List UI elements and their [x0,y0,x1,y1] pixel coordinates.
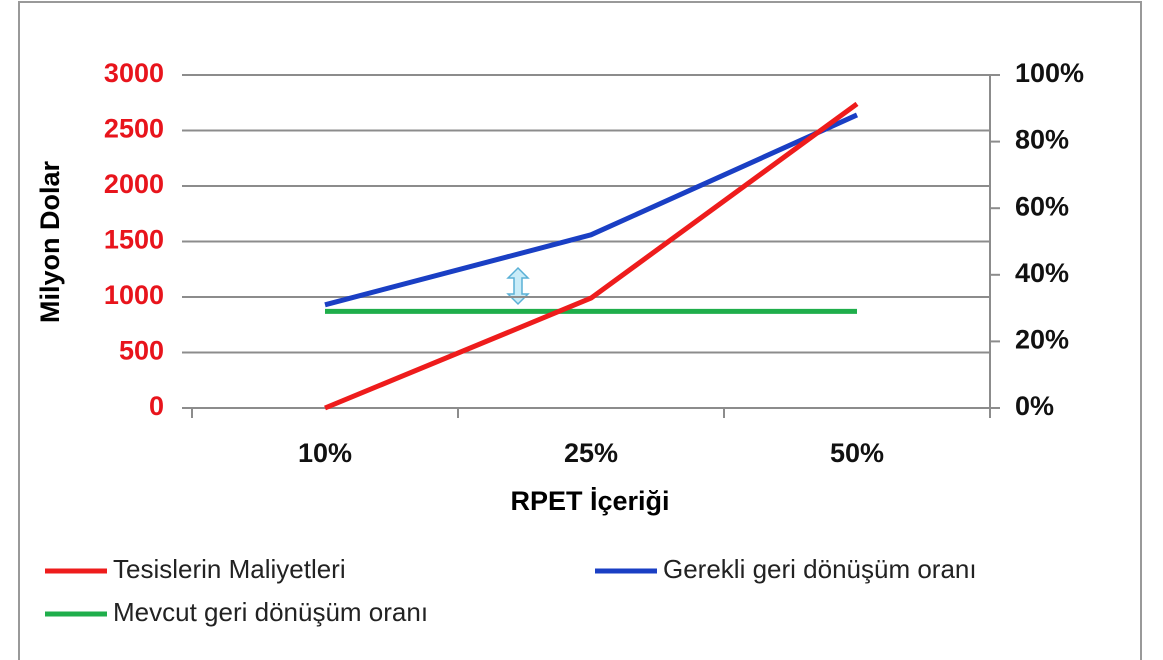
y-tick-label: 2500 [104,114,164,144]
y-axis-title: Milyon Dolar [35,161,65,324]
y2-tick-label: 40% [1015,258,1069,288]
y2-tick-label: 60% [1015,191,1069,221]
x-axis-title: RPET İçeriği [510,486,669,516]
y-tick-label: 1500 [104,225,164,255]
y2-tick-label: 0% [1015,391,1054,421]
frame [18,1,1142,660]
y-tick-label: 3000 [104,58,164,88]
series-line [324,112,859,308]
legend-label: Gerekli geri dönüşüm oranı [663,554,977,584]
x-tick-label: 25% [564,438,618,468]
series-line [324,101,859,411]
y2-tick-label: 80% [1015,125,1069,155]
y-tick-label: 500 [119,336,164,366]
double-arrow [506,266,530,306]
y-tick-label: 2000 [104,169,164,199]
x-tick-label: 10% [298,438,352,468]
legend-label: Tesislerin Maliyetleri [113,554,346,584]
y-tick-label: 1000 [104,280,164,310]
x-tick-label: 50% [830,438,884,468]
y2-tick-label: 100% [1015,58,1084,88]
y2-tick-label: 20% [1015,325,1069,355]
legend-label: Mevcut geri dönüşüm oranı [113,597,428,627]
y-tick-label: 0 [149,391,164,421]
